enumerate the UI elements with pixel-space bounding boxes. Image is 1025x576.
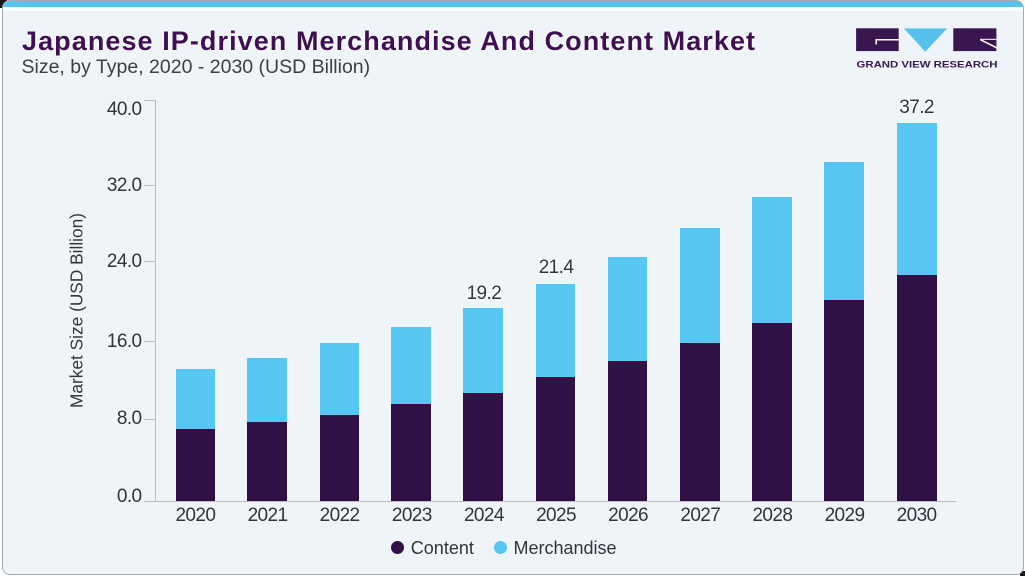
svg-text:GRAND VIEW RESEARCH: GRAND VIEW RESEARCH: [857, 59, 998, 70]
